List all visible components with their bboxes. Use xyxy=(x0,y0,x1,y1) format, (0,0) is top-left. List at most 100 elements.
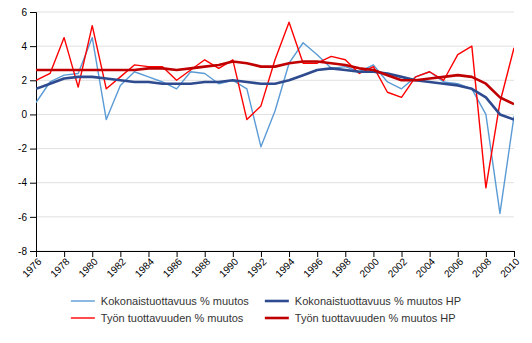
y-tick: -2 xyxy=(18,143,36,154)
x-tick-label: 1994 xyxy=(273,256,297,280)
x-tick-mark xyxy=(64,251,65,257)
y-tick-label: -6 xyxy=(18,212,27,223)
x-tick-mark xyxy=(205,251,206,257)
x-tick-label: 1980 xyxy=(76,256,100,280)
legend-label: Kokonaistuottavuus % muutos xyxy=(101,295,249,307)
y-tick-mark xyxy=(30,251,36,252)
x-tick-label: 1976 xyxy=(20,256,44,280)
y-tick-label: -4 xyxy=(18,177,27,188)
x-tick-mark xyxy=(289,251,290,257)
y-tick-mark xyxy=(30,149,36,150)
grid-line xyxy=(36,216,514,217)
y-tick: 4 xyxy=(21,41,36,52)
x-tick-mark xyxy=(402,251,403,257)
x-tick: 1996 xyxy=(301,251,325,279)
y-tick-label: -8 xyxy=(18,246,27,257)
y-tick-mark xyxy=(30,183,36,184)
x-tick-mark xyxy=(261,251,262,257)
chart: -8 -6 -4 -2 0 2 4 6 1976197819801982198419861988… xyxy=(0,0,532,343)
x-tick-mark xyxy=(430,251,431,257)
x-tick: 2006 xyxy=(442,251,466,279)
legend-item: Kokonaistuottavuus % muutos xyxy=(71,295,249,307)
x-tick-label: 1996 xyxy=(301,256,325,280)
x-tick: 1984 xyxy=(133,251,157,279)
x-tick-mark xyxy=(92,251,93,257)
x-tick-mark xyxy=(345,251,346,257)
x-tick-label: 1978 xyxy=(48,256,72,280)
x-tick: 2002 xyxy=(386,251,410,279)
x-tick: 1986 xyxy=(161,251,185,279)
grid-line xyxy=(36,46,514,47)
x-tick-mark xyxy=(148,251,149,257)
y-tick: -4 xyxy=(18,177,36,188)
grid xyxy=(36,12,514,251)
x-tick: 1994 xyxy=(273,251,297,279)
x-tick-label: 1986 xyxy=(161,256,185,280)
y-tick: 6 xyxy=(21,7,36,18)
y-tick-label: 2 xyxy=(21,75,27,86)
legend-label: Työn tuottavuuden % muutos xyxy=(101,312,244,324)
x-tick-mark xyxy=(458,251,459,257)
x-tick-mark xyxy=(120,251,121,257)
x-tick-mark xyxy=(486,251,487,257)
x-tick: 1988 xyxy=(189,251,213,279)
x-tick: 2004 xyxy=(414,251,438,279)
legend-item: Työn tuottavuuden % muutos HP xyxy=(265,312,456,324)
plot-area: -8 -6 -4 -2 0 2 4 6 1976197819801982198419861988… xyxy=(18,7,522,280)
x-tick-label: 1984 xyxy=(133,256,157,280)
y-tick-label: -2 xyxy=(18,143,27,154)
x-tick-mark xyxy=(317,251,318,257)
y-tick: 0 xyxy=(21,109,36,120)
y-tick-mark xyxy=(30,80,36,81)
x-tick-label: 2004 xyxy=(414,256,438,280)
x-tick-label: 2000 xyxy=(357,256,381,280)
y-axis: -8 -6 -4 -2 0 2 4 6 xyxy=(18,7,36,257)
x-tick-label: 1992 xyxy=(245,256,269,280)
series-line xyxy=(36,62,514,105)
x-tick: 1990 xyxy=(217,251,241,279)
y-tick-mark xyxy=(30,217,36,218)
y-tick-mark xyxy=(30,46,36,47)
y-axis-line xyxy=(30,13,37,252)
x-tick-mark xyxy=(177,251,178,257)
x-tick: 1978 xyxy=(48,251,72,279)
x-tick: 2010 xyxy=(498,251,522,279)
x-tick: 1980 xyxy=(76,251,100,279)
legend-label: Työn tuottavuuden % muutos HP xyxy=(295,312,456,324)
x-tick-label: 1990 xyxy=(217,256,241,280)
x-axis: 1976197819801982198419861988199019921994… xyxy=(20,251,522,279)
x-axis-line xyxy=(37,252,515,258)
x-tick: 2000 xyxy=(357,251,381,279)
y-tick-mark xyxy=(30,12,36,13)
y-tick-mark xyxy=(30,114,36,115)
x-tick: 1998 xyxy=(329,251,353,279)
legend-item: Kokonaistuottavuus % muutos HP xyxy=(265,295,461,307)
y-tick-label: 4 xyxy=(21,41,27,52)
y-tick: 2 xyxy=(21,75,36,86)
legend-item: Työn tuottavuuden % muutos xyxy=(71,312,244,324)
grid-line xyxy=(36,182,514,183)
grid-line xyxy=(36,148,514,149)
y-tick-label: 0 xyxy=(21,109,27,120)
legend-swatch xyxy=(71,300,95,301)
x-tick-label: 2010 xyxy=(498,256,522,280)
legend-label: Kokonaistuottavuus % muutos HP xyxy=(295,295,461,307)
x-tick-label: 2008 xyxy=(470,256,494,280)
legend-swatch xyxy=(71,317,95,318)
x-tick-mark xyxy=(373,251,374,257)
x-tick-label: 2002 xyxy=(386,256,410,280)
series-line xyxy=(36,38,514,214)
lines xyxy=(36,22,514,213)
x-tick: 1976 xyxy=(20,251,44,279)
y-tick-label: 6 xyxy=(21,7,27,18)
x-tick-label: 1988 xyxy=(189,256,213,280)
x-tick-label: 1998 xyxy=(329,256,353,280)
y-tick: -8 xyxy=(18,246,36,257)
legend-swatch xyxy=(265,317,289,320)
x-tick: 1992 xyxy=(245,251,269,279)
legend: Kokonaistuottavuus % muutos Työn tuottavu… xyxy=(71,295,461,324)
x-tick-label: 2006 xyxy=(442,256,466,280)
legend-swatch xyxy=(265,300,289,303)
x-tick: 2008 xyxy=(470,251,494,279)
y-tick: -6 xyxy=(18,212,36,223)
